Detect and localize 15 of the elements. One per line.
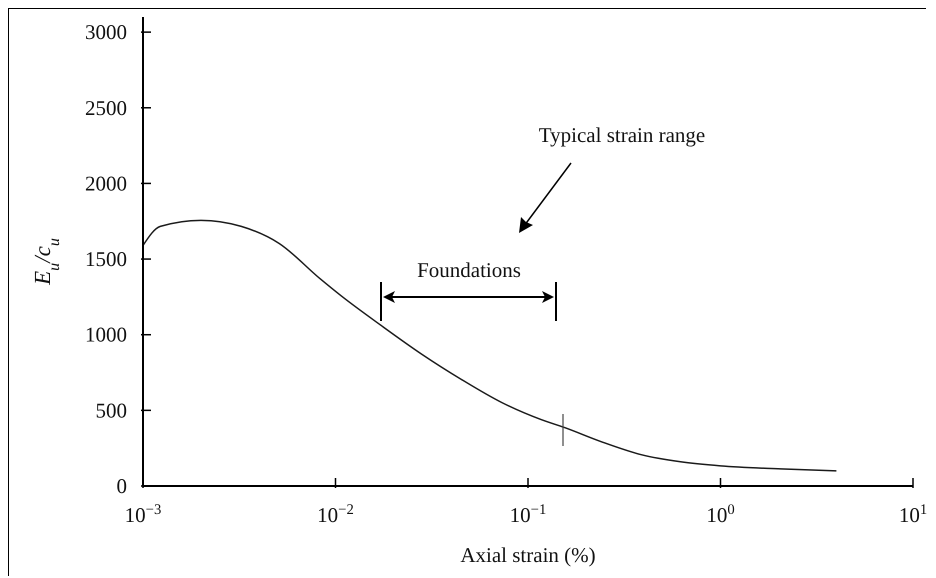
- y-tick-label: 0: [116, 474, 127, 498]
- x-tick-label: 10$^{−1}$: [510, 502, 546, 527]
- x-tick-label: 10$^{1}$: [898, 502, 928, 527]
- y-tick-label: 1000: [85, 322, 127, 347]
- x-tick-label: 10$^{−3}$: [124, 502, 162, 527]
- y-tick-label: 2500: [85, 96, 127, 120]
- y-tick-label: 3000: [85, 20, 127, 44]
- annotation: Typical strain range: [538, 123, 706, 147]
- x-tick-label: 10$^{0}$: [706, 502, 735, 527]
- y-tick-label: 2000: [85, 171, 127, 196]
- y-tick-label: 1500: [85, 247, 127, 272]
- y-tick-label: 500: [96, 398, 127, 422]
- x-axis-title: Axial strain (%): [460, 543, 596, 567]
- x-tick-label: 10$^{−2}$: [317, 502, 354, 527]
- annotation: Foundations: [417, 258, 521, 282]
